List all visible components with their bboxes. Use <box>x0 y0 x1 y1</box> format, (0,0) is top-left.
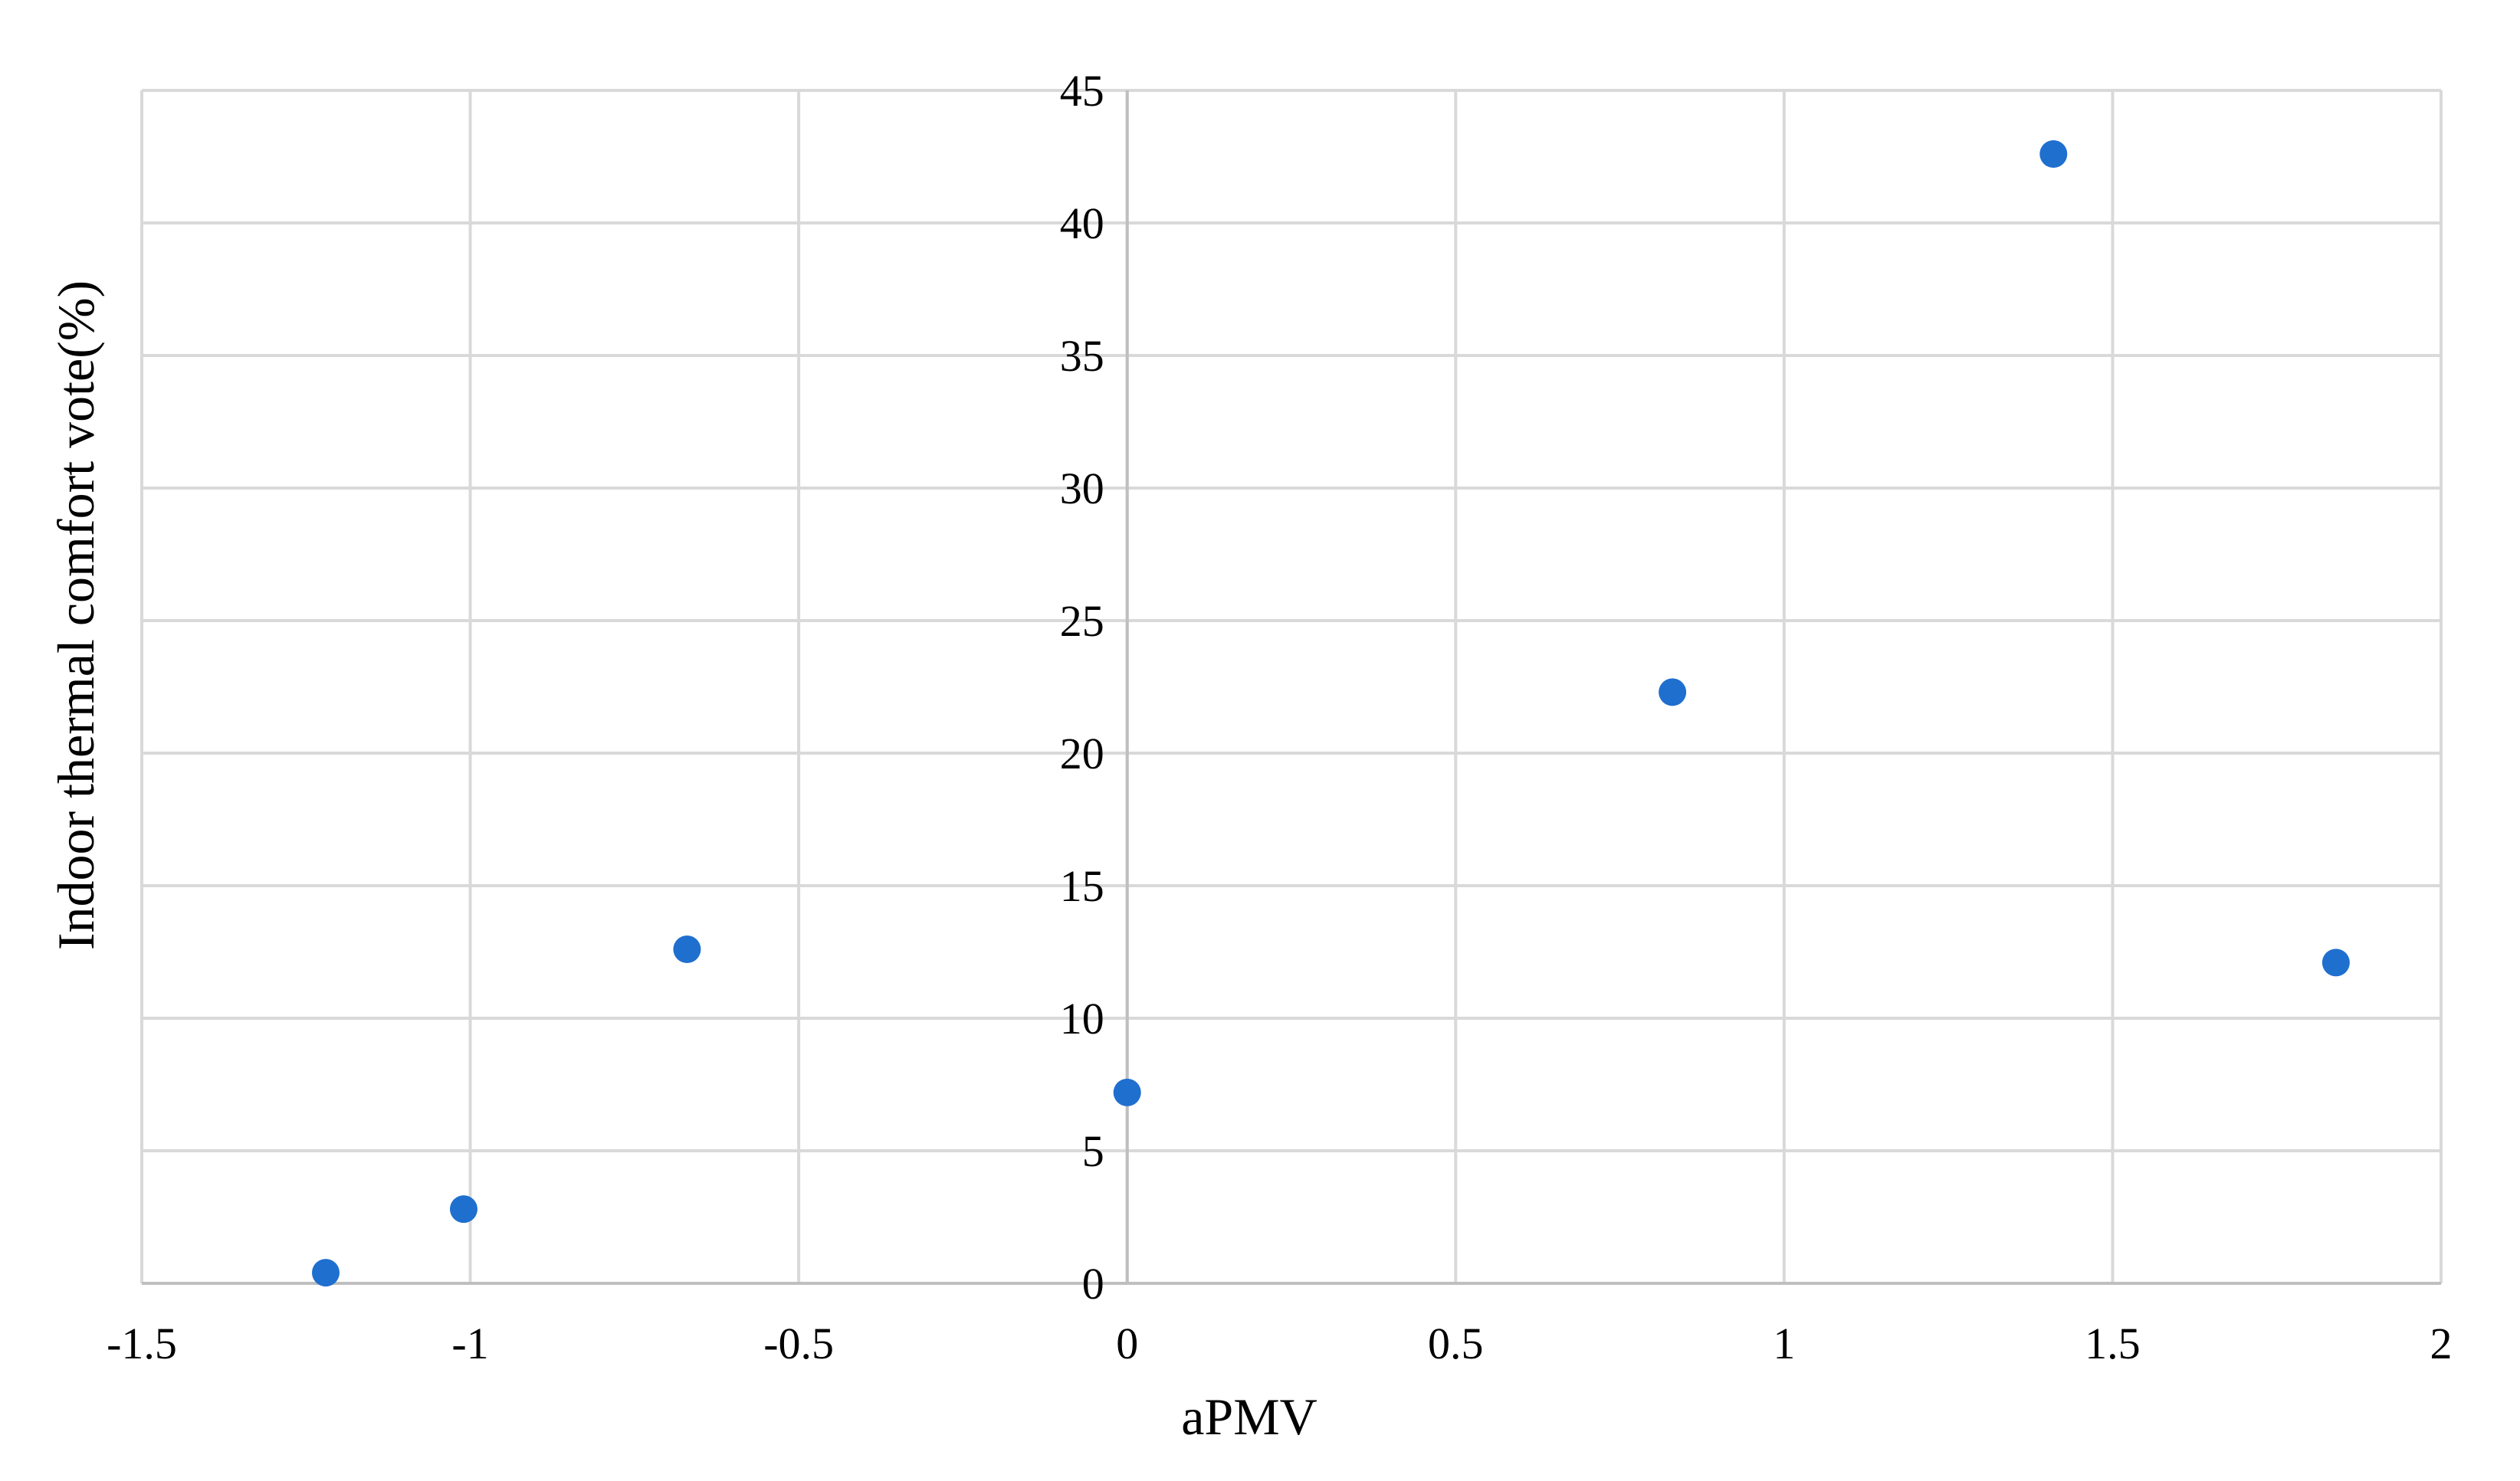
y-tick-label: 0 <box>1082 1259 1104 1309</box>
y-tick-label: 25 <box>1060 596 1104 646</box>
x-tick-label: 2 <box>2430 1319 2453 1368</box>
y-tick-label: 15 <box>1060 861 1104 911</box>
y-tick-label: 45 <box>1060 66 1104 116</box>
x-tick-label: 0 <box>1116 1319 1138 1368</box>
data-point <box>673 935 701 964</box>
x-tick-label: -1 <box>451 1319 488 1368</box>
x-tick-label: 1 <box>1773 1319 1795 1368</box>
data-point <box>450 1195 477 1224</box>
axis-layer <box>142 90 2441 1285</box>
y-tick-label: 10 <box>1060 994 1104 1044</box>
data-points <box>312 140 2350 1287</box>
y-tick-label: 5 <box>1082 1126 1104 1176</box>
x-tick-label: 1.5 <box>2085 1319 2141 1368</box>
data-point <box>1113 1078 1141 1106</box>
grid-layer <box>140 89 2443 1285</box>
x-axis-label: aPMV <box>1181 1388 1317 1446</box>
y-tick-label: 20 <box>1060 729 1104 778</box>
y-tick-label: 40 <box>1060 198 1104 248</box>
data-point <box>312 1259 340 1287</box>
data-point <box>1659 678 1687 706</box>
y-tick-label: 35 <box>1060 331 1104 381</box>
data-point <box>2039 140 2068 169</box>
data-point <box>2321 949 2350 977</box>
y-axis-label: Indoor thermal comfort vote(%) <box>47 280 105 950</box>
x-tick-label: 0.5 <box>1428 1319 1484 1368</box>
y-tick-label: 30 <box>1060 464 1104 513</box>
x-tick-label: -0.5 <box>763 1319 834 1368</box>
x-tick-label: -1.5 <box>107 1319 177 1368</box>
